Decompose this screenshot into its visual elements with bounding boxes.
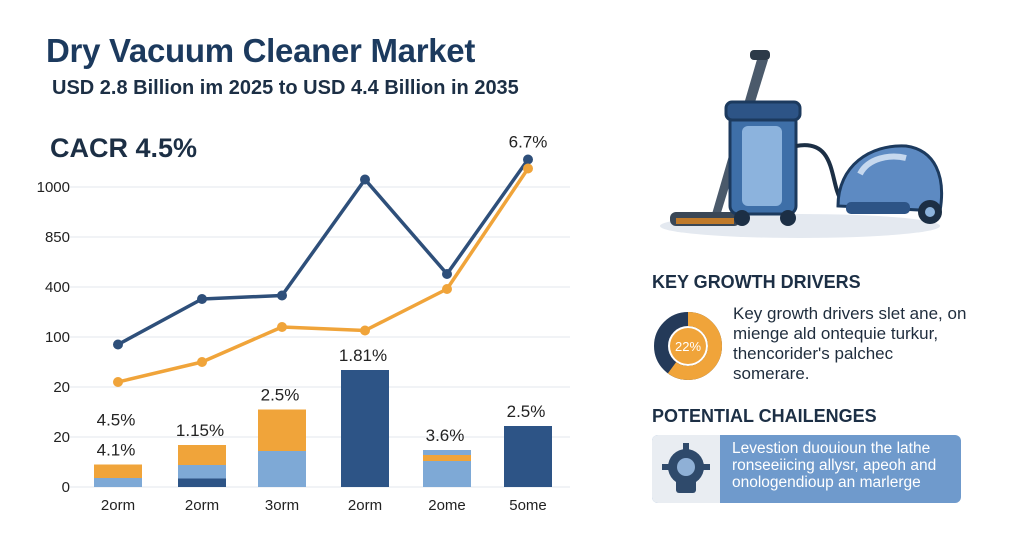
x-tick-label: 2orm xyxy=(348,497,382,514)
y-tick-label: 100 xyxy=(45,329,70,346)
challenge-text: Levestion duouioun the lathe ronseeiicin… xyxy=(732,440,937,491)
series-point xyxy=(360,325,370,336)
x-tick-label: 2ome xyxy=(428,497,466,514)
series-point xyxy=(277,322,287,332)
bar-segment xyxy=(423,455,471,461)
bar-value-label: 2.5% xyxy=(507,402,546,421)
series-point xyxy=(197,294,207,304)
bar-value-label: 1.81% xyxy=(339,346,387,365)
drivers-text: Key growth drivers slet ane, on mienge a… xyxy=(733,304,967,383)
series-line xyxy=(117,158,530,347)
series-point xyxy=(442,284,452,294)
y-tick-label: 20 xyxy=(53,429,70,446)
bar-segment xyxy=(504,426,552,487)
bar-segment xyxy=(341,370,389,487)
series-point xyxy=(197,357,207,367)
page-title: Dry Vacuum Cleaner Market xyxy=(46,32,476,69)
y-tick-label: 0 xyxy=(62,479,70,496)
series-point xyxy=(277,290,287,301)
series-point xyxy=(113,339,123,350)
series-line xyxy=(117,167,530,384)
x-tick-label: 3orm xyxy=(265,497,299,514)
bar-segment xyxy=(178,445,226,465)
x-tick-label: 5ome xyxy=(509,497,547,514)
x-tick-label: 2orm xyxy=(185,497,219,514)
market-chart: 0 20 20 100 400 850 1000 4.5% 4.1% 1.15% 2.5% 1.81%… xyxy=(37,133,570,514)
series-point xyxy=(523,163,533,174)
drivers-title: KEY GROWTH DRIVERS xyxy=(652,272,861,292)
puzzle-gear-icon xyxy=(662,443,710,493)
peak-annotation: 6.7% xyxy=(509,133,548,152)
bar-segment xyxy=(423,450,471,455)
page-subtitle: USD 2.8 Billion im 2025 to USD 4.4 Billi… xyxy=(52,77,519,99)
bar-segment xyxy=(178,478,226,487)
cagr-label: CACR 4.5% xyxy=(50,133,198,163)
bar-value-label: 4.1% xyxy=(97,441,136,460)
series-point xyxy=(523,154,533,165)
x-tick-label: 2orm xyxy=(101,497,135,514)
series-point xyxy=(360,174,370,185)
bar-segment xyxy=(258,451,306,487)
series-point xyxy=(442,269,452,279)
bar-value-label: 1.15% xyxy=(176,421,224,440)
bar-segment xyxy=(423,461,471,487)
donut-label: 22% xyxy=(675,339,701,354)
y-tick-label: 20 xyxy=(53,379,70,396)
y-tick-label: 400 xyxy=(45,279,70,296)
y-tick-label: 850 xyxy=(45,229,70,246)
bar-segment xyxy=(258,409,306,451)
drivers-donut-chart: 22% xyxy=(654,312,722,380)
challenge-icon-container xyxy=(652,435,720,503)
series-point xyxy=(113,377,123,387)
challenges-title: POTENTIAL CHAILENGES xyxy=(652,406,877,426)
bar-value-label: 2.5% xyxy=(261,386,300,405)
bar-segment xyxy=(94,478,142,487)
bar-segment xyxy=(178,465,226,479)
bar-segment xyxy=(94,464,142,478)
bar-value-label: 4.5% xyxy=(97,411,136,430)
vacuum-cleaner-icon xyxy=(660,50,944,238)
bar-value-label: 3.6% xyxy=(426,426,465,445)
y-tick-label: 1000 xyxy=(37,179,70,196)
